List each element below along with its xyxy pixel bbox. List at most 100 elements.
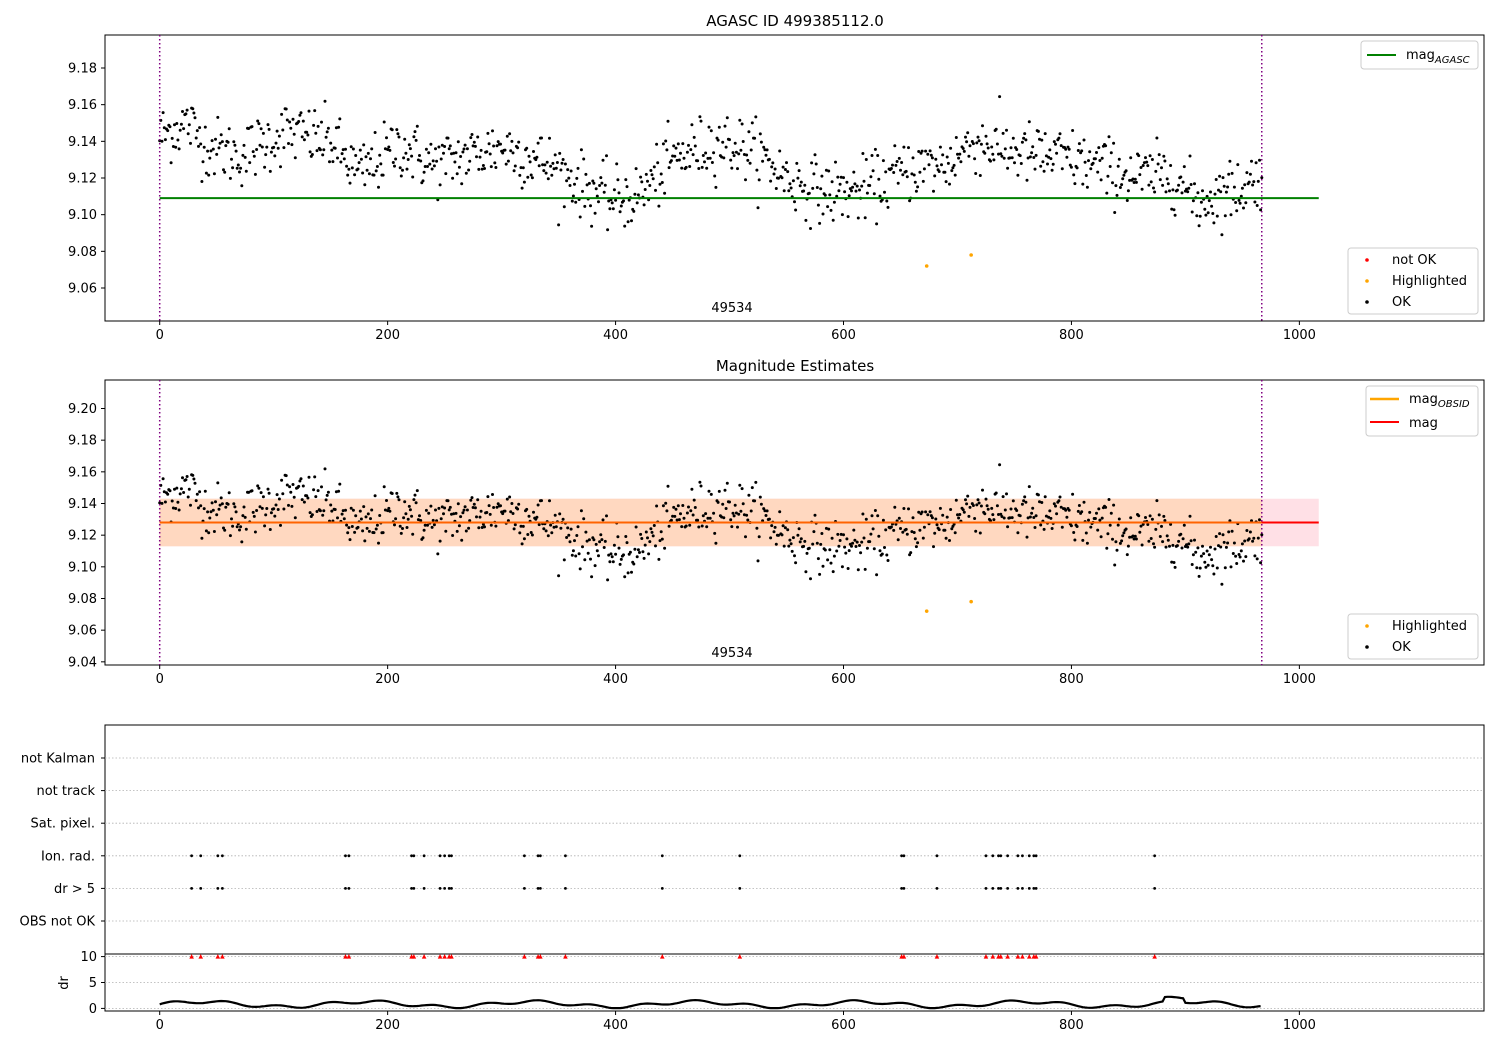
ok-point	[232, 502, 236, 506]
ok-point	[505, 497, 509, 501]
ok-point	[669, 518, 673, 522]
ok-point	[1109, 151, 1113, 155]
ok-point	[549, 164, 553, 168]
legend-mag-agasc-sub: AGASC	[1434, 55, 1470, 66]
ok-point	[965, 140, 969, 144]
ok-point	[215, 152, 219, 156]
ok-point	[1166, 182, 1170, 186]
ok-point	[1077, 504, 1081, 507]
ok-point	[1256, 179, 1260, 183]
ok-point	[985, 142, 989, 146]
ok-point	[778, 149, 782, 153]
ok-point	[627, 198, 631, 202]
ok-point	[345, 523, 349, 527]
ok-point	[1129, 156, 1133, 160]
ok-point	[703, 160, 706, 164]
ok-point	[989, 159, 992, 163]
ok-point	[1248, 172, 1252, 176]
ok-point	[916, 185, 920, 189]
ok-point	[390, 492, 394, 495]
ok-point	[863, 216, 867, 220]
ok-point	[1052, 140, 1056, 144]
ok-point	[1173, 213, 1177, 217]
ok-point	[437, 506, 441, 510]
ok-point	[835, 549, 839, 553]
ok-point	[600, 181, 604, 185]
ok-point	[622, 199, 625, 203]
ok-point	[797, 527, 801, 531]
ok-point	[655, 142, 659, 146]
ok-point	[488, 152, 492, 156]
ok-point	[819, 542, 823, 546]
ok-point	[201, 160, 205, 164]
ok-point	[402, 156, 406, 160]
ok-point	[1016, 531, 1020, 535]
ok-point	[676, 504, 680, 508]
ok-point	[740, 487, 744, 491]
ok-point	[359, 157, 363, 161]
ok-point	[603, 183, 607, 187]
ok-point	[369, 157, 372, 161]
ok-point	[928, 510, 932, 514]
ok-point	[1139, 524, 1143, 528]
ok-point	[215, 513, 219, 517]
ok-point	[410, 154, 414, 158]
ok-point	[485, 150, 489, 154]
ok-point	[439, 517, 443, 521]
ok-point	[1082, 500, 1086, 504]
ok-point	[1126, 189, 1130, 193]
highlighted-point	[924, 264, 929, 268]
ok-point	[661, 504, 665, 508]
ok-point	[1100, 516, 1104, 520]
ok-point	[830, 536, 834, 540]
ok-point	[839, 175, 843, 179]
ok-point	[571, 549, 575, 553]
ok-point	[1113, 563, 1117, 567]
ok-point	[1148, 154, 1152, 158]
ok-point	[1097, 146, 1101, 150]
ok-point	[1255, 204, 1259, 207]
x-tick-label: 1000	[1283, 1018, 1316, 1033]
ok-point	[1072, 531, 1076, 534]
ok-point	[611, 560, 615, 564]
y-tick-label: 9.16	[68, 98, 97, 113]
ok-point	[1256, 536, 1260, 540]
ok-point	[438, 183, 442, 187]
ok-point	[1218, 174, 1222, 178]
ok-point	[1161, 183, 1165, 187]
flag-point	[190, 887, 194, 890]
ok-point	[258, 143, 262, 147]
flag-point	[984, 887, 988, 890]
ok-point	[211, 147, 215, 151]
ok-point	[1042, 527, 1046, 531]
ok-point	[1215, 566, 1219, 570]
ok-point	[840, 213, 844, 217]
ok-point	[907, 507, 910, 511]
ok-point	[258, 505, 262, 509]
ok-point	[1043, 132, 1047, 136]
ok-point	[746, 518, 750, 522]
ok-point	[722, 156, 726, 160]
ok-point	[510, 139, 514, 143]
ok-point	[226, 140, 230, 144]
ok-point	[948, 539, 951, 542]
ok-point	[512, 169, 516, 173]
ok-point	[1140, 187, 1144, 191]
dr-clipped-marker	[983, 954, 989, 959]
ok-point	[557, 223, 561, 227]
ok-point	[194, 136, 198, 140]
ok-point	[680, 525, 684, 529]
ok-point	[1002, 156, 1006, 160]
ok-point	[1162, 514, 1166, 518]
ok-point	[1095, 151, 1098, 154]
ok-point	[302, 138, 306, 142]
ok-point	[192, 111, 196, 115]
ok-point	[253, 530, 257, 534]
ok-point	[994, 491, 998, 495]
ok-point	[820, 174, 824, 178]
ok-point	[513, 523, 517, 527]
ok-point	[617, 191, 621, 195]
ok-point	[671, 154, 675, 158]
ok-point	[318, 509, 322, 513]
ok-point	[207, 173, 211, 177]
